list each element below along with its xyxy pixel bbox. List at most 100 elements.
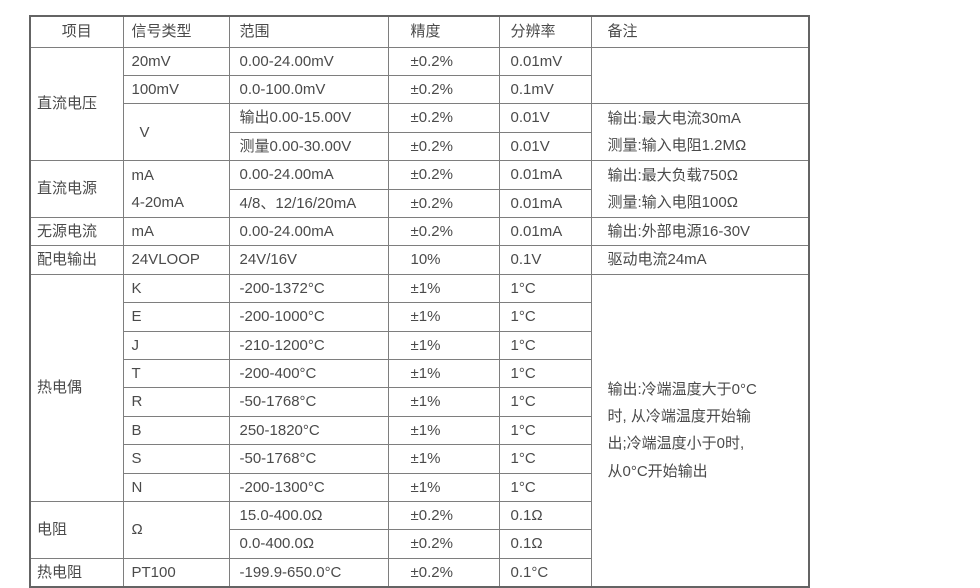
- accuracy-cell: ±0.2%: [387, 557, 500, 588]
- resolution-cell: 0.01mA: [498, 188, 592, 218]
- spec-table-head: 项目 信号类型 范围 精度 分辨率 备注: [29, 15, 810, 48]
- resolution-cell: 1°C: [498, 302, 592, 332]
- table-row: 无源电流 mA 0.00-24.00mA ±0.2% 0.01mA 输出:外部电源16-3…: [29, 216, 810, 247]
- table-row: 电阻 Ω 15.0-400.0Ω ±0.2% 0.1Ω: [29, 500, 809, 559]
- accuracy-cell: ±1%: [387, 415, 500, 446]
- item-loop-power-output: 配电输出: [29, 245, 124, 275]
- table-row: 直流电压 20mV 0.00-24.00mV ±0.2% 0.01mV: [29, 46, 810, 162]
- accuracy-cell: ±0.2%: [387, 131, 500, 162]
- table-row: 测量0.00-30.00V ±0.2% 0.01V: [30, 131, 809, 162]
- resolution-cell: 0.1Ω: [498, 500, 592, 531]
- signal-type-cell: R: [122, 387, 230, 417]
- signal-type-cell: 24VLOOP: [122, 245, 230, 275]
- spec-table-container: 项目 信号类型 范围 精度 分辨率 备注 直流电压 20mV 0.00-24.00mV ±0.2…: [29, 15, 810, 588]
- accuracy-cell: ±1%: [387, 358, 500, 389]
- item-passive-current: 无源电流: [29, 216, 124, 247]
- item-resistance: 电阻: [29, 501, 124, 559]
- resolution-cell: 1°C: [498, 273, 592, 304]
- note-cell: 输出:最大电流30mA 测量:输入电阻1.2MΩ: [590, 103, 810, 162]
- accuracy-cell: ±0.2%: [387, 188, 500, 218]
- resolution-cell: 0.1°C: [498, 557, 592, 588]
- signal-type-cell: J: [122, 330, 230, 360]
- resolution-cell: 1°C: [498, 444, 592, 474]
- note-cell: 输出:外部电源16-30V: [590, 216, 810, 247]
- range-cell: 24V/16V: [228, 245, 389, 275]
- range-cell: -200-1000°C: [228, 302, 389, 332]
- signal-type-cell: S: [122, 444, 230, 474]
- resolution-cell: 0.01mA: [498, 160, 592, 190]
- header-signal-type: 信号类型: [122, 15, 230, 48]
- range-cell: -210-1200°C: [228, 330, 389, 360]
- accuracy-cell: ±1%: [387, 330, 500, 360]
- signal-type-cell: mA 4-20mA: [122, 160, 230, 218]
- resolution-cell: 1°C: [498, 387, 592, 417]
- table-row: 100mV 0.0-100.0mV ±0.2% 0.1mV: [30, 74, 809, 105]
- range-cell: -200-1300°C: [228, 472, 389, 503]
- spec-table-body: 直流电压 20mV 0.00-24.00mV ±0.2% 0.01mV 100mV 0.0-…: [29, 46, 810, 588]
- table-row: B 250-1820°C ±1% 1°C: [30, 415, 809, 446]
- resolution-cell: 1°C: [498, 472, 592, 503]
- accuracy-cell: ±1%: [387, 444, 500, 474]
- header-item: 项目: [29, 15, 124, 48]
- table-row: R -50-1768°C ±1% 1°C: [30, 387, 809, 417]
- accuracy-cell: ±1%: [387, 302, 500, 332]
- resolution-cell: 0.01mV: [498, 46, 592, 76]
- range-cell: -50-1768°C: [228, 444, 389, 474]
- signal-type-cell: E: [122, 302, 230, 332]
- note-cell: 输出:最大负载750Ω 测量:输入电阻100Ω: [590, 160, 810, 218]
- table-row: 4/8、12/16/20mA ±0.2% 0.01mA: [30, 188, 809, 218]
- signal-type-cell: V: [122, 103, 230, 162]
- accuracy-cell: ±0.2%: [387, 46, 500, 76]
- resolution-cell: 1°C: [498, 415, 592, 446]
- item-thermocouple: 热电偶: [29, 273, 124, 503]
- range-cell: -200-400°C: [228, 358, 389, 389]
- accuracy-cell: ±0.2%: [387, 216, 500, 247]
- header-range: 范围: [228, 15, 389, 48]
- item-dc-voltage: 直流电压: [29, 46, 124, 162]
- range-cell: 0.00-24.00mV: [228, 46, 389, 76]
- accuracy-cell: ±0.2%: [387, 74, 500, 105]
- range-cell: 输出0.00-15.00V: [228, 103, 389, 133]
- resolution-cell: 0.1Ω: [498, 529, 592, 559]
- range-cell: 4/8、12/16/20mA: [228, 188, 389, 218]
- range-cell: 0.00-24.00mA: [228, 216, 389, 247]
- spec-table: 项目 信号类型 范围 精度 分辨率 备注 直流电压 20mV 0.00-24.00mV ±0.2…: [29, 15, 810, 588]
- range-cell: -50-1768°C: [228, 387, 389, 417]
- table-row: S -50-1768°C ±1% 1°C: [30, 444, 809, 474]
- signal-type-cell: 100mV: [122, 74, 230, 105]
- signal-type-cell: 20mV: [122, 46, 230, 76]
- range-cell: 15.0-400.0Ω: [228, 500, 389, 531]
- range-cell: -200-1372°C: [228, 273, 389, 304]
- accuracy-cell: ±0.2%: [387, 529, 500, 559]
- note-cell: 驱动电流24mA: [590, 245, 810, 275]
- resolution-cell: 0.01mA: [498, 216, 592, 247]
- accuracy-cell: ±1%: [387, 387, 500, 417]
- accuracy-cell: ±0.2%: [387, 103, 500, 133]
- table-row: 配电输出 24VLOOP 24V/16V 10% 0.1V 驱动电流24mA: [29, 245, 810, 275]
- signal-type-cell: mA: [122, 216, 230, 247]
- resolution-cell: 1°C: [498, 358, 592, 389]
- note-cold-junction: 输出:冷端温度大于0°C 时, 从冷端温度开始输 出;冷端温度小于0时, 从0°C开始…: [590, 273, 810, 588]
- range-cell: 0.0-400.0Ω: [228, 529, 389, 559]
- accuracy-cell: 10%: [387, 245, 500, 275]
- signal-type-cell: N: [122, 472, 230, 503]
- table-row: E -200-1000°C ±1% 1°C: [30, 302, 809, 332]
- table-row: T -200-400°C ±1% 1°C: [30, 358, 809, 389]
- item-dc-power: 直流电源: [29, 160, 124, 218]
- resolution-cell: 0.01V: [498, 103, 592, 133]
- resolution-cell: 0.1V: [498, 245, 592, 275]
- accuracy-cell: ±1%: [387, 273, 500, 304]
- table-row: 直流电源 mA 4-20mA 0.00-24.00mA ±0.2% 0.01mA 输出:最大…: [29, 160, 810, 218]
- signal-type-cell: K: [122, 273, 230, 304]
- accuracy-cell: ±1%: [387, 472, 500, 503]
- table-row: 0.0-400.0Ω ±0.2% 0.1Ω: [30, 529, 809, 559]
- range-cell: 0.0-100.0mV: [228, 74, 389, 105]
- header-notes: 备注: [590, 15, 810, 48]
- range-cell: 测量0.00-30.00V: [228, 131, 389, 162]
- header-accuracy: 精度: [387, 15, 500, 48]
- item-rtd: 热电阻: [29, 557, 124, 588]
- accuracy-cell: ±0.2%: [387, 500, 500, 531]
- header-resolution: 分辨率: [498, 15, 592, 48]
- range-cell: -199.9-650.0°C: [228, 557, 389, 588]
- signal-type-cell: PT100: [122, 557, 230, 588]
